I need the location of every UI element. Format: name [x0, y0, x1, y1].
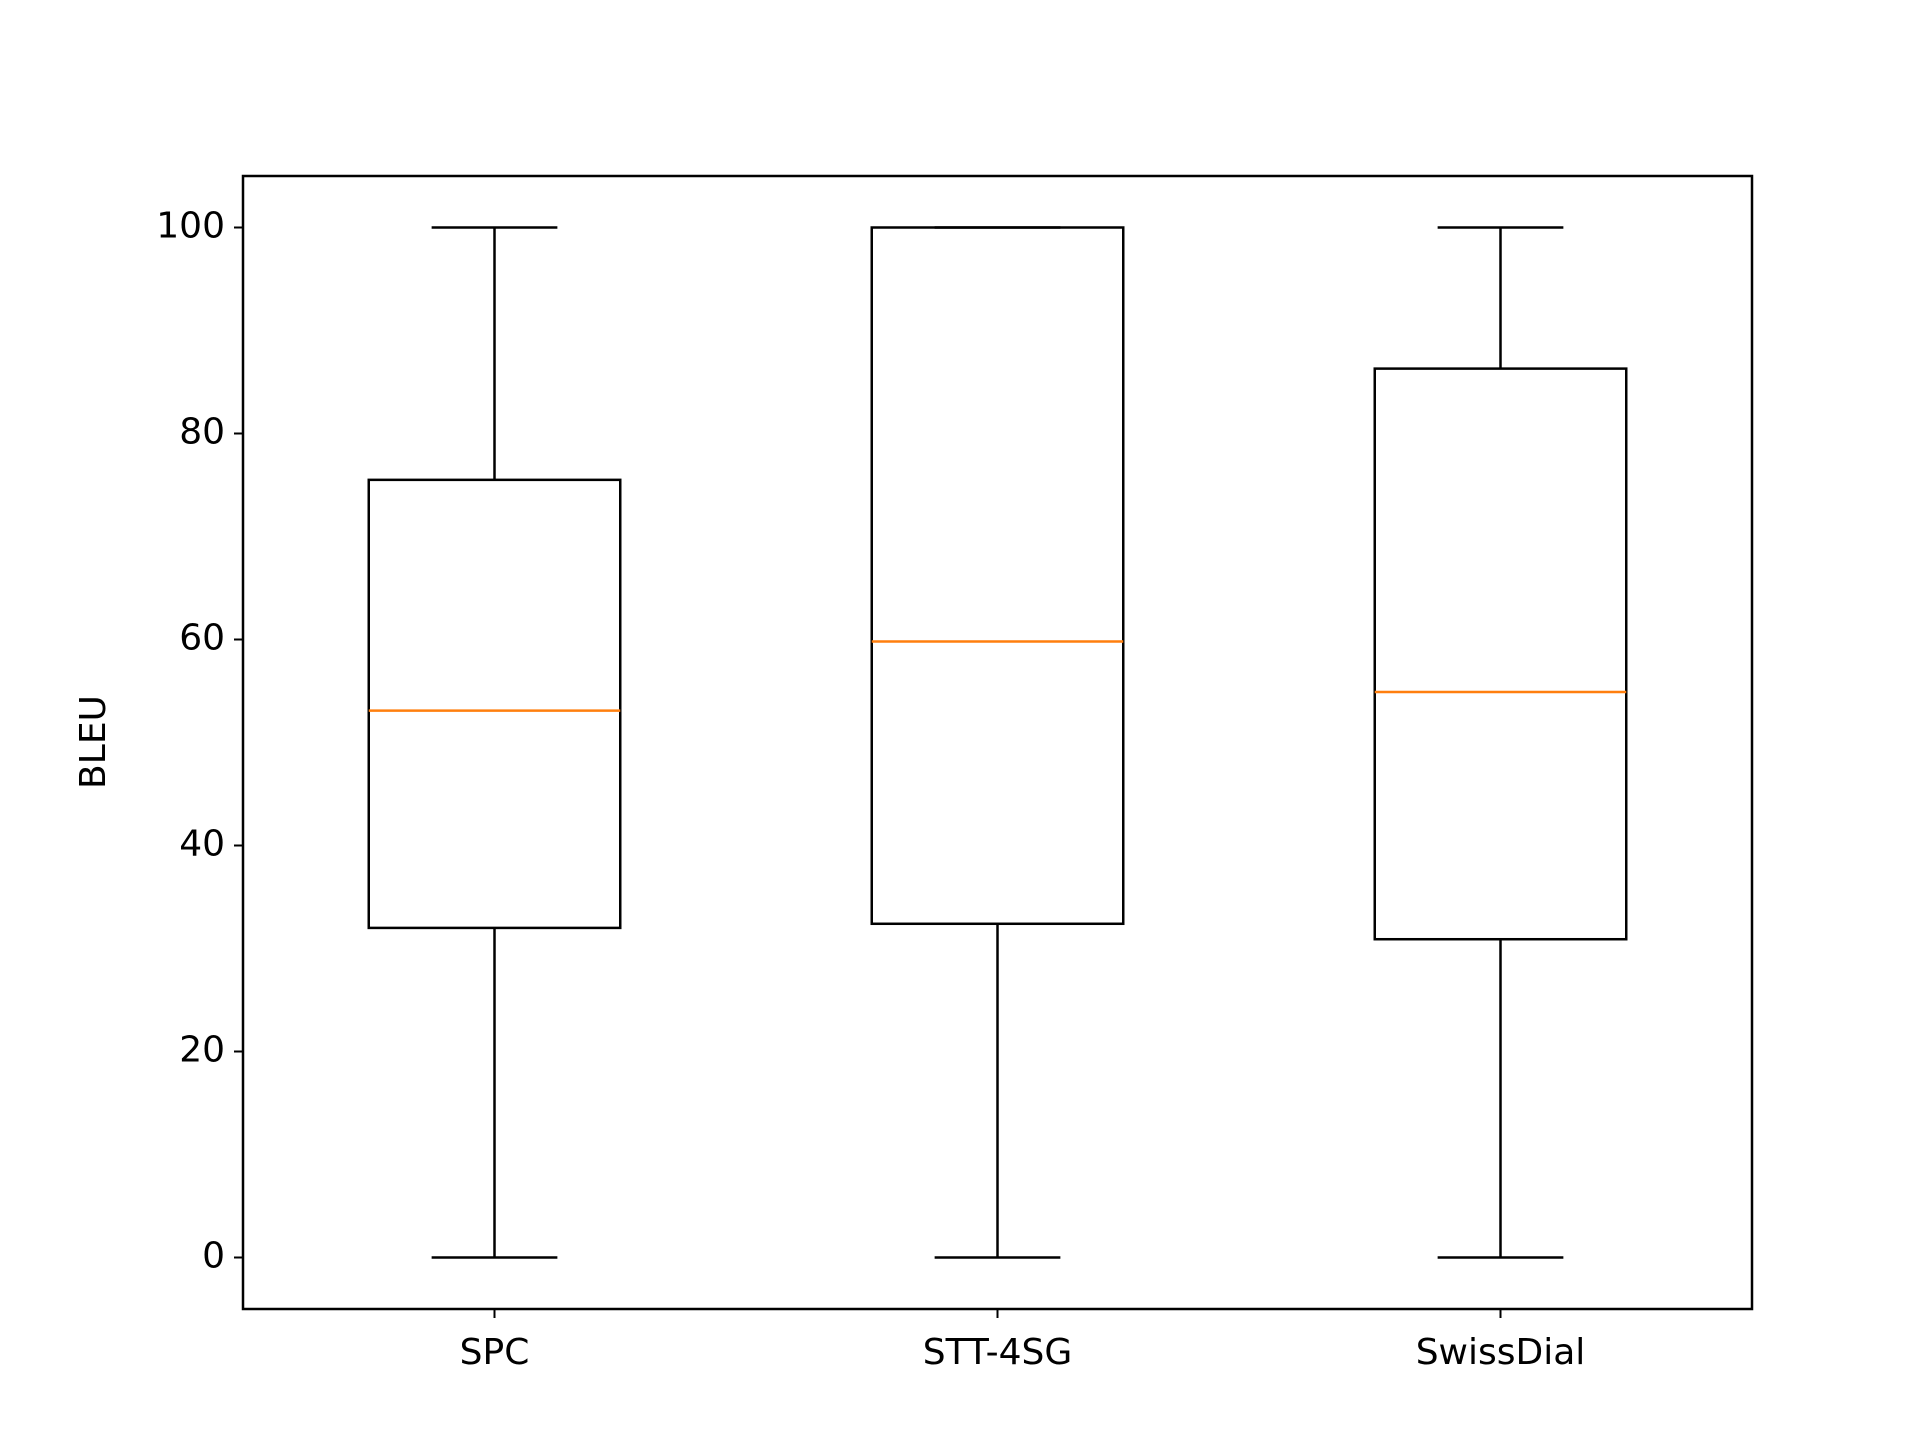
x-tick-label: STT-4SG [923, 1332, 1073, 1373]
y-tick-label: 100 [156, 206, 225, 247]
y-tick-label: 60 [179, 618, 225, 659]
box [367, 478, 622, 930]
y-tick-label: 80 [179, 412, 225, 453]
y-axis-label: BLEU [73, 695, 114, 789]
box [870, 226, 1125, 926]
y-tick-label: 40 [179, 824, 225, 865]
x-tick-label: SwissDial [1416, 1332, 1586, 1373]
y-tick-label: 20 [179, 1030, 225, 1071]
box [1373, 367, 1628, 941]
y-tick-label: 0 [202, 1236, 225, 1277]
x-tick-label: SPC [460, 1332, 530, 1373]
